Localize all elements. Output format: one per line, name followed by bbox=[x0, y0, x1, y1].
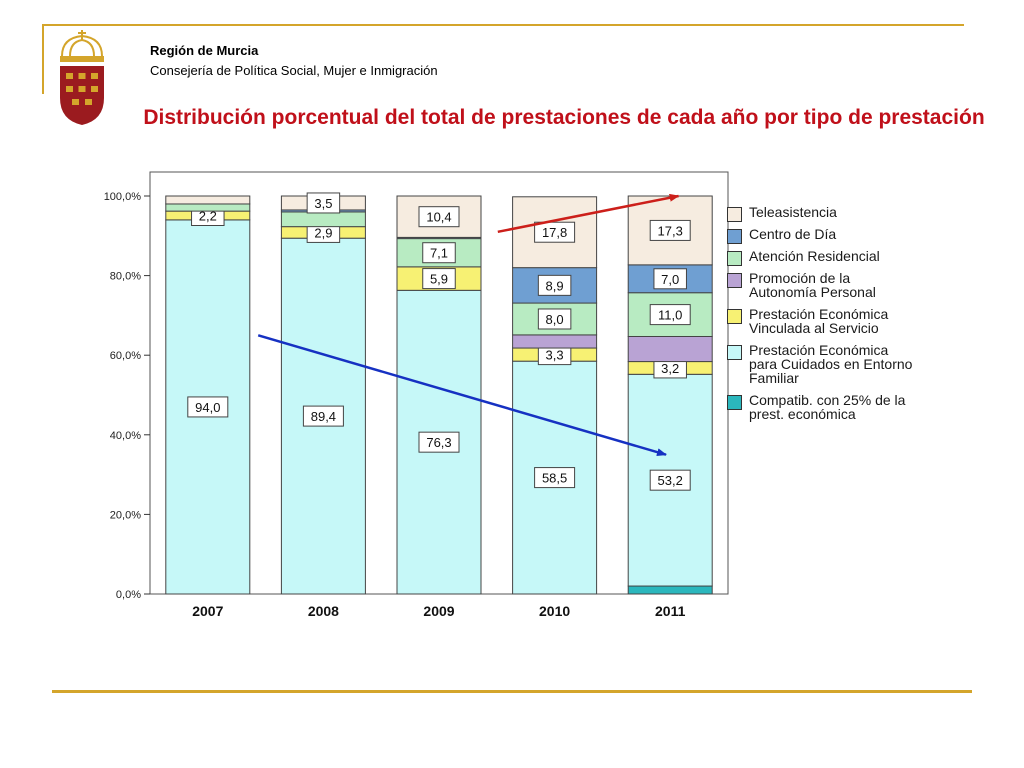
data-label-box bbox=[422, 268, 456, 290]
data-label: 53,2 bbox=[658, 473, 683, 488]
x-tick-label: 2011 bbox=[655, 603, 686, 619]
bar-segment bbox=[512, 334, 598, 349]
x-tick-label: 2007 bbox=[192, 603, 223, 619]
y-tick-label: 40,0% bbox=[110, 430, 141, 442]
organization-subtitle: Consejería de Política Social, Mujer e I… bbox=[150, 63, 438, 78]
legend-swatch bbox=[727, 229, 742, 244]
top-decorative-rule bbox=[42, 24, 964, 26]
data-label: 11,0 bbox=[658, 308, 682, 323]
trend-arrow bbox=[497, 193, 680, 234]
legend-swatch bbox=[727, 309, 742, 324]
y-tick-label: 20,0% bbox=[110, 509, 141, 521]
data-label: 2,9 bbox=[314, 225, 332, 240]
x-tick-label: 2008 bbox=[308, 603, 339, 619]
data-label-box bbox=[534, 467, 576, 489]
bar-segment bbox=[165, 195, 251, 205]
legend-label: Teleasistencia bbox=[749, 204, 837, 220]
x-tick-label: 2010 bbox=[539, 603, 570, 619]
bar-segment bbox=[627, 335, 713, 363]
data-label: 10,4 bbox=[426, 210, 451, 225]
data-label-box bbox=[306, 192, 341, 214]
bar-segment bbox=[627, 585, 713, 595]
bar-segment bbox=[280, 211, 366, 228]
legend-label: Prestación Económica Vinculada al Servic… bbox=[749, 306, 889, 336]
data-label: 3,5 bbox=[314, 196, 332, 211]
legend-label: Atención Residencial bbox=[749, 248, 880, 264]
x-tick-label: 2009 bbox=[423, 603, 454, 619]
bar-segment bbox=[165, 203, 251, 212]
data-label: 3,3 bbox=[546, 348, 564, 363]
data-label: 17,8 bbox=[542, 225, 567, 240]
data-label: 5,9 bbox=[430, 272, 448, 287]
legend-swatch bbox=[727, 345, 742, 360]
data-label: 7,0 bbox=[661, 272, 679, 287]
legend-label: Centro de Día bbox=[749, 226, 837, 242]
data-label-box bbox=[422, 242, 456, 264]
bottom-decorative-rule bbox=[52, 690, 972, 693]
data-label-box bbox=[653, 268, 687, 290]
legend-swatch bbox=[727, 207, 742, 222]
coat-of-arms-logo bbox=[60, 30, 104, 125]
y-tick-label: 0,0% bbox=[116, 589, 141, 601]
data-label-box bbox=[534, 221, 576, 243]
trend-arrow bbox=[257, 334, 667, 457]
data-label-box bbox=[537, 308, 572, 330]
legend-swatch bbox=[727, 251, 742, 266]
y-tick-label: 80,0% bbox=[110, 271, 141, 283]
data-label: 94,0 bbox=[195, 400, 220, 415]
legend-swatch bbox=[727, 395, 742, 410]
side-decorative-rule bbox=[42, 24, 44, 94]
data-label: 58,5 bbox=[542, 471, 567, 486]
data-label-box bbox=[302, 405, 344, 427]
organization-name: Región de Murcia bbox=[150, 43, 259, 58]
data-label: 17,3 bbox=[658, 223, 683, 238]
chart-title: Distribución porcentual del total de pre… bbox=[143, 106, 985, 129]
y-tick-label: 60,0% bbox=[110, 350, 141, 362]
data-label: 76,3 bbox=[426, 435, 451, 450]
data-label-box bbox=[649, 469, 691, 491]
data-label-box bbox=[649, 219, 691, 241]
legend-label: Prestación Económica para Cuidados en En… bbox=[749, 342, 913, 386]
data-label: 2,2 bbox=[199, 209, 217, 224]
data-label: 89,4 bbox=[311, 409, 336, 424]
legend-swatch bbox=[727, 273, 742, 288]
data-label-box bbox=[187, 396, 229, 418]
data-label: 8,9 bbox=[546, 278, 564, 293]
data-label-box bbox=[418, 206, 460, 228]
data-label: 7,1 bbox=[430, 246, 448, 261]
data-label: 3,2 bbox=[661, 361, 679, 376]
data-label-box bbox=[537, 274, 572, 296]
data-label-box bbox=[418, 431, 460, 453]
data-label-box bbox=[649, 304, 691, 326]
legend-label: Compatib. con 25% de la prest. económica bbox=[749, 392, 906, 422]
legend-label: Promoción de la Autonomía Personal bbox=[749, 270, 876, 300]
data-label: 8,0 bbox=[546, 312, 564, 327]
y-tick-label: 100,0% bbox=[104, 191, 142, 203]
